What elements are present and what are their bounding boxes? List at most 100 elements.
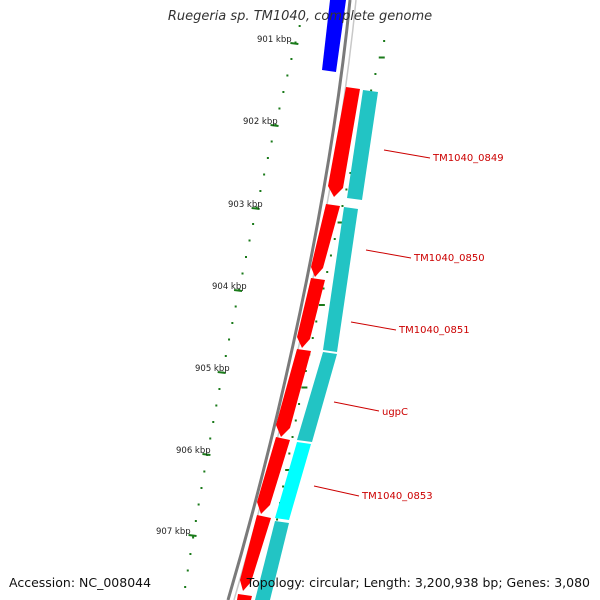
scale-minor-tick [259,190,262,192]
outer-tick [383,40,386,42]
leader-ugpC [333,401,380,412]
outer-tick [298,403,301,405]
scale-minor-tick [290,58,293,60]
outer-tick [345,188,348,191]
outer-tick [276,518,279,521]
scale-major-tick [270,124,279,127]
gene-TM1040_0851[interactable] [297,278,325,348]
outer-tick [378,56,385,59]
outer-tick [285,469,292,471]
gene-label-TM1040_0853[interactable]: TM1040_0853 [361,491,433,502]
scale-minor-tick [244,256,247,258]
outer-tick [322,287,325,290]
scale-minor-tick [248,239,251,242]
outer-tick [374,73,377,75]
scale-minor-tick [294,41,297,44]
scale-minor-tick [215,404,218,407]
scale-minor-tick [298,25,301,27]
gene-TM1040_0849[interactable] [328,87,360,197]
scale-minor-tick [234,305,237,308]
outer-tick [333,238,336,240]
gene-label-ugpC[interactable]: ugpC [382,407,408,418]
outer-tick [288,452,291,455]
outer-tick [301,386,308,389]
scale-major-tick [251,207,260,210]
scale-minor-tick [203,470,206,473]
scale-label-904: 904 kbp [212,282,247,292]
scale-minor-tick [228,338,231,341]
scale-minor-tick [212,421,215,423]
scale-label-906: 906 kbp [176,446,211,456]
scale-label-907: 907 kbp [156,527,191,537]
outer-tick [294,419,297,422]
scale-minor-tick [200,487,203,489]
outer-tick [326,271,329,273]
scale-minor-tick [252,223,255,225]
scale-minor-tick [189,553,192,555]
backbone-halo [220,0,352,600]
scale-minor-tick [241,272,244,275]
outer-tick [329,254,332,257]
scale-minor-tick [263,173,266,176]
scale-minor-tick [184,586,187,588]
scale-major-tick [217,371,226,374]
outer-tick [315,320,318,323]
genome-backbone [226,0,352,600]
outer-tick [282,485,285,488]
gene-TM1040_0849-reverse[interactable] [347,90,378,200]
scale-minor-tick [192,536,195,539]
gene-label-TM1040_0851[interactable]: TM1040_0851 [398,325,470,336]
scale-label-905: 905 kbp [195,364,230,374]
scale-major-tick [202,453,211,456]
gene-blue-top[interactable] [322,0,346,72]
forward-strand-genes [237,87,360,600]
scale-minor-tick [224,355,227,357]
genome-stats-text: Topology: circular; Length: 3,200,938 bp… [246,575,590,590]
leader-TM1040_0850 [365,249,412,259]
gene-TM1040_0853[interactable] [257,437,290,514]
scale-minor-tick [282,91,285,93]
outer-tick [291,436,294,438]
scale-labels: 901 kbp 902 kbp 903 kbp 904 kbp 905 kbp … [156,35,292,537]
gene-label-TM1040_0850[interactable]: TM1040_0850 [413,253,485,264]
accession-text: Accession: NC_008044 [9,575,152,590]
gene-TM1040_0853-reverse[interactable] [275,442,311,520]
gene-labels: TM1040_0849 TM1040_0850 TM1040_0851 ugpC… [361,153,504,502]
gene-bottom-forward[interactable] [237,594,252,600]
scale-major-tick [188,534,197,537]
gene-TM1040_0850[interactable] [311,204,340,277]
leader-TM1040_0851 [350,321,397,331]
scale-label-902: 902 kbp [243,117,278,127]
scale-label-901: 901 kbp [257,35,292,45]
scale-minor-tick [286,74,289,77]
scale-minor-tick [197,503,200,506]
gene-next-reverse[interactable] [255,521,289,600]
outer-tick [318,304,325,306]
scale-minor-tick [209,437,212,440]
scale-minor-tick [231,322,234,324]
gene-label-TM1040_0849[interactable]: TM1040_0849 [432,153,504,164]
scale-major-tick [233,289,243,292]
scale-minor-tick [255,206,258,209]
scale-major-ticks [188,42,299,537]
reverse-strand-genes [255,90,378,600]
outer-tick [337,221,344,224]
gene-TM1040_0850-reverse[interactable] [323,207,358,352]
scale-minor-tick [186,569,189,572]
scale-minor-tick [266,157,269,159]
outer-tick [304,370,307,372]
outer-tick [370,89,373,92]
scale-minor-tick [278,107,281,110]
leader-TM1040_0849 [383,149,431,159]
scale-minor-tick [270,140,273,143]
scale-major-tick [290,42,299,45]
leader-TM1040_0853 [313,485,360,497]
scale-minor-tick [194,520,197,522]
gene-ugpC-reverse[interactable] [297,352,337,442]
gene-next-forward[interactable] [240,515,271,591]
outer-tick [341,205,344,207]
gene-ugpC[interactable] [276,349,311,437]
scale-minor-tick [218,388,221,390]
